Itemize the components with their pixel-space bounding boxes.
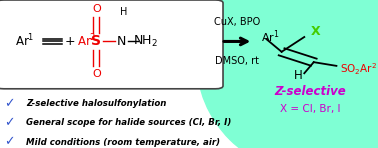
Text: NH$_2$: NH$_2$ xyxy=(133,34,158,49)
Text: O: O xyxy=(92,69,101,79)
Text: ✓: ✓ xyxy=(4,136,14,148)
Text: Ar$^1$: Ar$^1$ xyxy=(261,29,279,45)
Text: SO$_2$Ar$^2$: SO$_2$Ar$^2$ xyxy=(340,62,377,77)
Text: N: N xyxy=(116,35,125,48)
Text: H: H xyxy=(294,69,303,82)
Text: Mild conditions (room temperature, air): Mild conditions (room temperature, air) xyxy=(26,138,221,147)
Text: X: X xyxy=(311,25,321,38)
Text: DMSO, rt: DMSO, rt xyxy=(215,56,259,66)
Text: S: S xyxy=(91,34,101,48)
Text: X = Cl, Br, I: X = Cl, Br, I xyxy=(280,104,340,114)
Text: Z-selective halosulfonylation: Z-selective halosulfonylation xyxy=(26,99,167,108)
Text: Ar$^2$: Ar$^2$ xyxy=(77,33,97,50)
FancyBboxPatch shape xyxy=(0,0,223,89)
Text: Ar$^1$: Ar$^1$ xyxy=(15,33,35,50)
Text: CuX, BPO: CuX, BPO xyxy=(214,17,260,27)
Text: +: + xyxy=(65,35,75,48)
Text: ✓: ✓ xyxy=(4,97,14,110)
Text: O: O xyxy=(92,4,101,14)
Ellipse shape xyxy=(197,0,378,148)
Text: Z-selective: Z-selective xyxy=(274,85,346,98)
Text: ✓: ✓ xyxy=(4,116,14,129)
Text: H: H xyxy=(120,7,127,17)
Text: General scope for halide sources (Cl, Br, I): General scope for halide sources (Cl, Br… xyxy=(26,118,232,127)
